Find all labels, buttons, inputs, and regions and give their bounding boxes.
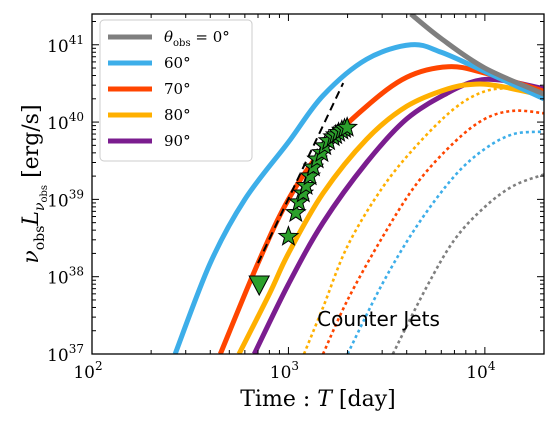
x-axis-title: Time : T [day]	[240, 387, 395, 412]
legend-box	[99, 19, 253, 162]
x-tick-label: 102	[73, 359, 102, 383]
series-line-counter-70-	[302, 87, 544, 354]
counter-jets-label: Counter Jets	[317, 307, 440, 331]
reference-layer	[257, 82, 345, 264]
series-line-counter-0-	[391, 173, 544, 354]
series-line-90-	[252, 76, 544, 354]
series-line-80-	[236, 81, 544, 354]
legend-label: θobs = 0°	[164, 28, 230, 49]
y-axis-title: νobsLνobs [erg/s]	[19, 104, 50, 263]
y-tick-labels: 1037 1038 1039 1040 1041	[47, 33, 84, 366]
y-tick-label: 1040	[47, 110, 84, 134]
observation-layer	[248, 116, 359, 297]
annotation-layer: Counter Jets	[317, 307, 440, 331]
series-line-counter-60-	[321, 109, 544, 354]
series-line--obs-0-	[409, 14, 544, 97]
x-tick-label: 104	[466, 359, 496, 383]
observation-star	[277, 225, 300, 246]
legend-label: 60°	[164, 54, 191, 72]
observation-star	[336, 116, 359, 137]
tick-layer	[91, 14, 545, 355]
y-tick-label: 1041	[47, 33, 84, 57]
legend: θobs = 0° 60° 70° 80° 90°	[99, 19, 253, 162]
upper-limit-triangle	[248, 275, 271, 297]
y-tick-label: 1038	[47, 265, 84, 289]
plot-frame	[91, 13, 545, 355]
y-tick-label: 1039	[47, 187, 84, 211]
x-tick-label: 103	[270, 359, 299, 383]
legend-label: 90°	[164, 132, 191, 150]
series-line-60-	[172, 42, 544, 354]
x-tick-labels: 102 103 104	[73, 359, 496, 383]
legend-label: 80°	[164, 106, 191, 124]
reference-slope-line	[257, 82, 345, 264]
y-tick-label: 1037	[47, 342, 84, 366]
legend-label: 70°	[164, 80, 191, 98]
